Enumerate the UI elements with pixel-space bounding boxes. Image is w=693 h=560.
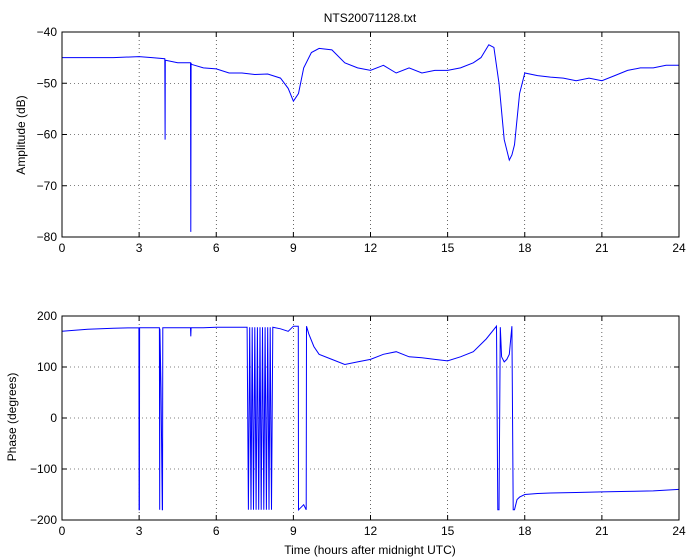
y-tick-label: −80 [37,230,58,244]
x-tick-label: 18 [518,524,532,538]
x-tick-label: 12 [364,241,378,255]
x-tick-label: 3 [136,524,143,538]
y-tick-label: 0 [50,411,57,425]
x-tick-label: 24 [672,524,686,538]
x-tick-label: 12 [364,524,378,538]
phase-plot: Time (hours after midnight UTC) Phase (d… [5,309,686,557]
y-tick-label: −50 [37,76,58,90]
x-tick-label: 24 [672,241,686,255]
x-tick-label: 21 [595,524,609,538]
y-tick-label: −70 [37,179,58,193]
plot-frame-amplitude [61,31,680,238]
y-tick-label: −100 [30,462,57,476]
y-axis-title-amplitude: Amplitude (dB) [14,95,28,174]
y-tick-label: 100 [37,360,57,374]
series-line-phase [61,324,680,511]
x-tick-label: 15 [441,241,455,255]
chart-title: NTS20071128.txt [324,11,417,25]
x-tick-label: 9 [290,241,297,255]
y-tick-label: −60 [37,128,58,142]
y-tick-label: −40 [37,25,58,39]
x-tick-label: 18 [518,241,532,255]
y-tick-label: −200 [30,513,57,527]
x-tick-label: 21 [595,241,609,255]
x-tick-label: 6 [213,524,220,538]
series-line-amplitude [62,44,679,232]
x-tick-label: 6 [213,241,220,255]
amplitude-plot: NTS20071128.txt Amplitude (dB) 0 3 6 9 12 15 1… [14,11,686,255]
plot-frame-phase [61,315,680,521]
y-tick-label: 200 [37,309,57,323]
y-axis-title-phase: Phase (degrees) [5,373,19,462]
x-tick-label: 9 [290,524,297,538]
x-tick-label: 3 [136,241,143,255]
x-tick-label: 0 [59,241,66,255]
x-tick-label: 0 [59,524,66,538]
x-axis-title: Time (hours after midnight UTC) [284,543,456,557]
x-tick-label: 15 [441,524,455,538]
